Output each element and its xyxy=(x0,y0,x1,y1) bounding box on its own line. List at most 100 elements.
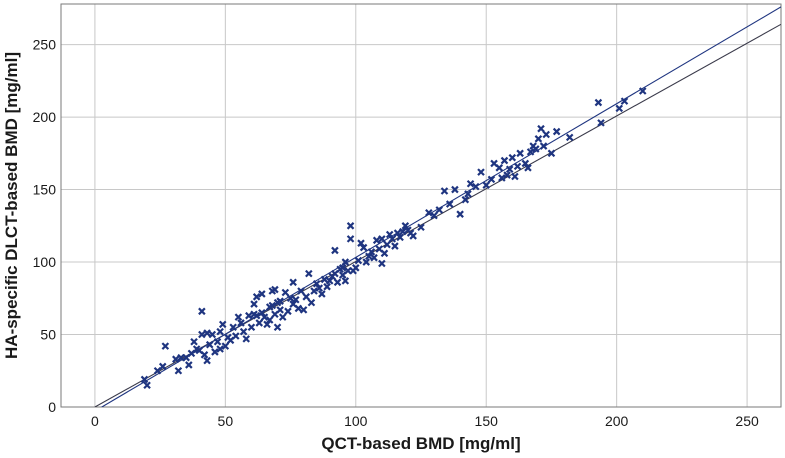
data-point xyxy=(323,282,331,291)
data-point xyxy=(477,168,485,176)
data-point xyxy=(539,142,548,150)
data-point xyxy=(284,307,292,316)
data-point xyxy=(430,211,438,220)
data-point xyxy=(378,259,386,268)
data-point xyxy=(346,222,355,230)
plot-frame xyxy=(60,3,782,408)
data-point xyxy=(310,287,318,295)
data-point xyxy=(482,181,490,189)
data-point xyxy=(524,164,532,172)
data-point xyxy=(370,253,378,262)
data-point xyxy=(461,195,470,204)
data-point xyxy=(258,308,266,317)
x-tick-label: 150 xyxy=(475,413,499,429)
data-point xyxy=(281,288,290,297)
y-tick-label: 100 xyxy=(33,254,57,270)
data-point xyxy=(289,278,297,287)
y-tick-label: 150 xyxy=(33,182,57,198)
data-point xyxy=(325,277,334,285)
data-point xyxy=(174,366,183,375)
data-point xyxy=(268,301,277,310)
x-tick-label: 250 xyxy=(735,413,759,429)
data-point xyxy=(302,293,310,301)
data-point xyxy=(255,319,264,327)
data-point xyxy=(513,162,522,171)
data-point xyxy=(445,200,454,208)
x-tick-labels: 0 50 100 150 200 250 xyxy=(91,413,759,429)
x-axis-title: QCT-based BMD [mg/ml] xyxy=(321,434,520,453)
data-point xyxy=(232,332,240,340)
data-point xyxy=(391,242,399,250)
data-point xyxy=(341,258,350,266)
data-point xyxy=(552,127,561,136)
data-point xyxy=(542,130,550,139)
y-tick-label: 200 xyxy=(33,109,57,125)
data-point xyxy=(503,171,511,179)
data-point xyxy=(198,307,206,316)
gridlines xyxy=(61,4,781,407)
data-point xyxy=(333,278,342,287)
data-point xyxy=(594,98,603,107)
data-point xyxy=(312,280,321,288)
data-point xyxy=(526,148,535,156)
data-point xyxy=(495,164,504,172)
data-point xyxy=(247,323,256,332)
data-point xyxy=(234,313,243,321)
data-point xyxy=(265,316,274,324)
y-tick-label: 0 xyxy=(48,399,56,415)
data-point xyxy=(260,313,269,321)
data-point xyxy=(396,233,404,242)
data-point xyxy=(537,124,545,133)
data-point xyxy=(383,240,391,249)
data-point xyxy=(532,145,540,153)
data-point xyxy=(245,311,253,320)
y-tick-label: 250 xyxy=(33,37,57,53)
data-point xyxy=(294,304,303,313)
data-point xyxy=(158,362,167,371)
data-point xyxy=(385,230,394,239)
data-point xyxy=(216,345,224,353)
data-point xyxy=(508,153,517,162)
data-point xyxy=(380,249,389,258)
data-point xyxy=(378,235,386,243)
data-point xyxy=(297,287,305,295)
data-point xyxy=(359,243,368,252)
x-tick-label: 50 xyxy=(218,413,234,429)
data-point xyxy=(292,295,300,304)
data-point xyxy=(354,256,363,265)
data-point xyxy=(198,330,206,339)
data-point xyxy=(362,258,370,266)
data-point xyxy=(185,361,193,369)
data-point xyxy=(466,179,475,188)
data-point xyxy=(211,348,219,356)
data-point xyxy=(200,351,209,359)
data-point xyxy=(213,337,222,346)
data-point xyxy=(318,290,326,298)
data-point xyxy=(250,300,258,308)
data-point xyxy=(367,248,376,256)
data-point xyxy=(597,119,605,127)
data-point xyxy=(401,222,410,230)
y-tick-label: 50 xyxy=(40,327,56,343)
data-point xyxy=(242,335,250,343)
data-point xyxy=(521,159,530,168)
data-point xyxy=(203,329,211,337)
data-point xyxy=(143,381,151,390)
data-point xyxy=(276,297,284,305)
data-point xyxy=(276,306,284,314)
data-point xyxy=(305,269,313,278)
data-point xyxy=(393,229,402,237)
x-tick-label: 0 xyxy=(91,413,99,429)
data-point xyxy=(472,182,480,191)
data-point xyxy=(341,277,350,285)
data-point xyxy=(615,104,624,113)
data-point xyxy=(338,264,347,272)
data-point xyxy=(487,175,496,184)
data-point xyxy=(252,293,261,301)
data-point xyxy=(547,149,556,158)
data-point xyxy=(221,342,230,350)
data-point xyxy=(435,206,444,214)
y-axis-title: HA-specific DLCT-based BMD [mg/ml] xyxy=(2,52,21,359)
data-point xyxy=(620,97,629,105)
